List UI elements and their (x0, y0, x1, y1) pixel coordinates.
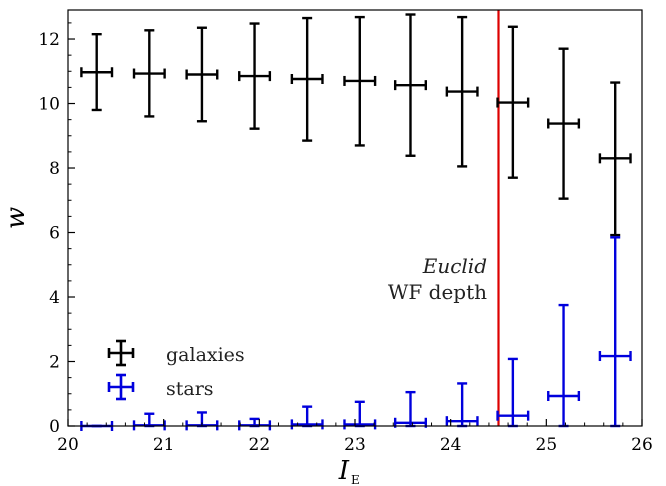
stars-point-5 (343, 400, 377, 430)
y-tick-label-2: 2 (49, 353, 60, 373)
legend: galaxies stars (107, 339, 245, 401)
stars-point-1 (132, 412, 166, 431)
galaxies-point-5 (343, 15, 377, 147)
galaxies-point-10 (598, 81, 632, 237)
stars-point-3 (238, 417, 272, 431)
y-axis-label: w (1, 207, 31, 229)
stars-point-9 (547, 303, 581, 428)
annotation-euclid: Euclid (422, 254, 487, 278)
stars-point-2 (185, 411, 219, 431)
galaxies-point-3 (238, 22, 272, 130)
x-tick-label-23: 23 (344, 435, 366, 455)
series-galaxies (80, 13, 632, 237)
x-tick-label-24: 24 (440, 435, 462, 455)
stars-point-10 (598, 236, 632, 428)
galaxies-point-9 (547, 47, 581, 200)
y-tick-label-12: 12 (38, 30, 60, 50)
y-tick-label-8: 8 (49, 159, 60, 179)
x-axis-label: I (338, 456, 350, 486)
x-axis-label-subscript: E (351, 473, 360, 486)
y-tick-label-10: 10 (38, 95, 60, 115)
galaxies-point-6 (393, 13, 427, 157)
galaxies-point-7 (445, 15, 479, 168)
galaxies-point-4 (290, 16, 324, 142)
stars-point-6 (393, 390, 427, 428)
galaxies-point-1 (132, 29, 166, 118)
legend-label-galaxies: galaxies (166, 344, 245, 366)
x-tick-label-20: 20 (57, 435, 79, 455)
x-tick-label-25: 25 (536, 435, 558, 455)
x-tick-label-21: 21 (153, 435, 175, 455)
x-tick-label-22: 22 (249, 435, 271, 455)
stars-point-7 (445, 382, 479, 428)
series-stars (80, 236, 632, 431)
stars-point-8 (496, 357, 530, 428)
legend-marker-galaxies (107, 339, 135, 367)
x-tick-label-26: 26 (631, 435, 653, 455)
plot-layer (80, 10, 632, 431)
annotation-wf-depth: WF depth (388, 280, 487, 304)
galaxies-point-2 (185, 26, 219, 123)
galaxies-point-8 (496, 25, 530, 179)
y-tick-label-4: 4 (49, 288, 60, 308)
y-tick-label-6: 6 (49, 224, 60, 244)
legend-marker-stars (107, 373, 135, 401)
y-tick-label-0: 0 (49, 417, 60, 437)
legend-label-stars: stars (166, 378, 214, 400)
galaxies-point-0 (80, 32, 114, 112)
